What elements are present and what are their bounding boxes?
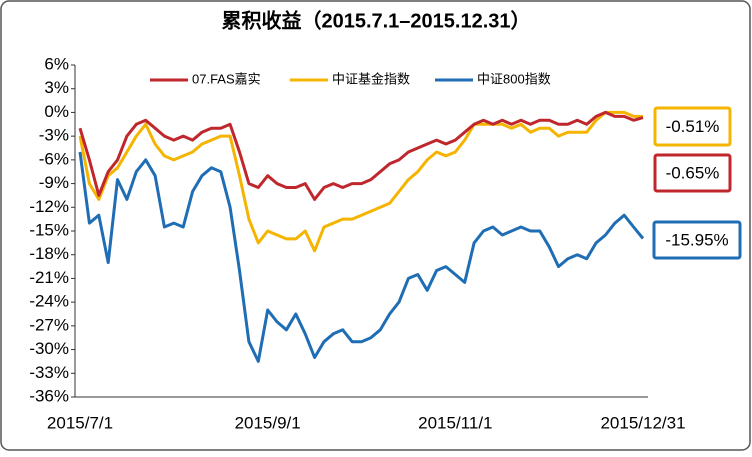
y-tick-label: -9% xyxy=(39,173,69,192)
series-line xyxy=(78,151,645,363)
chart-title: 累积收益（2015.7.1–2015.12.31） xyxy=(221,8,530,32)
x-tick-label: 2015/11/1 xyxy=(418,413,492,432)
y-tick-label: -30% xyxy=(29,339,69,358)
y-tick-label: -33% xyxy=(29,363,69,382)
y-tick-label: -3% xyxy=(39,126,69,145)
series-line xyxy=(78,110,644,253)
y-tick-label: -36% xyxy=(29,386,69,405)
legend-label: 中证基金指数 xyxy=(332,71,410,86)
y-tick-label: -12% xyxy=(29,197,69,216)
y-tick-label: -24% xyxy=(29,292,69,311)
x-tick-label: 2015/7/1 xyxy=(47,413,113,432)
y-tick-label: -21% xyxy=(29,268,69,287)
annotation-box xyxy=(653,106,732,147)
annotation-box xyxy=(652,220,742,260)
series-line xyxy=(78,110,644,201)
legend-label: 07.FAS嘉实 xyxy=(192,71,261,86)
y-tick-label: 6% xyxy=(44,54,69,73)
legend-label: 中证800指数 xyxy=(477,71,551,86)
y-tick-label: -27% xyxy=(29,315,69,334)
annotation-text: -0.51% xyxy=(666,117,720,136)
annotation-text: -0.65% xyxy=(666,163,720,182)
x-tick-label: 2015/9/1 xyxy=(235,413,301,432)
legend-box xyxy=(140,70,580,90)
annotation-box xyxy=(653,153,732,193)
y-tick-label: -6% xyxy=(39,149,69,168)
y-tick-label: -18% xyxy=(29,244,69,263)
y-tick-label: 3% xyxy=(44,78,69,97)
annotation-text: -15.95% xyxy=(665,230,728,249)
y-tick-label: -15% xyxy=(29,220,69,239)
x-tick-label: 2015/12/31 xyxy=(600,413,685,432)
y-tick-label: 0% xyxy=(44,102,69,121)
